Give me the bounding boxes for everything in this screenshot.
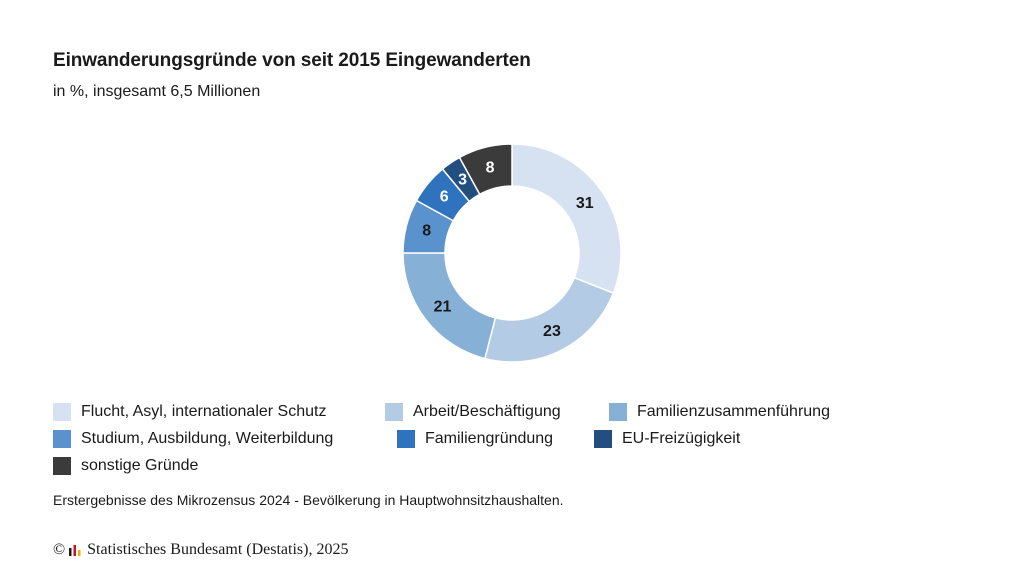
legend-label: Arbeit/Beschäftigung bbox=[413, 402, 561, 420]
donut-slice bbox=[511, 143, 622, 295]
legend-item: Flucht, Asyl, internationaler Schutz bbox=[53, 402, 385, 421]
footer: © Statistisches Bundesamt (Destatis), 20… bbox=[53, 541, 348, 559]
legend-label: sonstige Gründe bbox=[81, 456, 199, 474]
chart-title: Einwanderungsgründe von seit 2015 Eingew… bbox=[53, 50, 531, 71]
legend-item: Arbeit/Beschäftigung bbox=[385, 402, 609, 421]
legend-label: Studium, Ausbildung, Weiterbildung bbox=[81, 429, 334, 447]
slice-value-label: 3 bbox=[458, 172, 467, 189]
slice-value-label: 31 bbox=[576, 195, 594, 212]
source-credit: Statistisches Bundesamt (Destatis), 2025 bbox=[87, 541, 349, 558]
source-note: Erstergebnisse des Mikrozensus 2024 - Be… bbox=[53, 492, 564, 508]
legend: Flucht, Asyl, internationaler Schutz Arb… bbox=[53, 398, 913, 479]
legend-swatch bbox=[609, 402, 627, 421]
legend-label: EU-Freizügigkeit bbox=[622, 429, 741, 447]
legend-swatch bbox=[53, 429, 71, 448]
legend-item: Studium, Ausbildung, Weiterbildung bbox=[53, 429, 397, 448]
legend-item: Familiengründung bbox=[397, 429, 594, 448]
legend-item: sonstige Gründe bbox=[53, 456, 199, 475]
slice-value-label: 8 bbox=[422, 223, 431, 240]
destatis-logo-icon bbox=[69, 545, 81, 556]
legend-item: EU-Freizügigkeit bbox=[594, 429, 741, 448]
legend-swatch bbox=[385, 402, 403, 421]
copyright-symbol: © bbox=[53, 541, 66, 558]
chart-subtitle: in %, insgesamt 6,5 Millionen bbox=[53, 83, 261, 100]
legend-label: Familienzusammenführung bbox=[637, 402, 830, 420]
slice-value-label: 21 bbox=[434, 298, 452, 315]
donut-slice bbox=[483, 276, 615, 363]
slice-value-label: 8 bbox=[486, 159, 495, 176]
legend-swatch bbox=[53, 402, 71, 421]
donut-slice bbox=[458, 143, 513, 196]
legend-item: Familienzusammenführung bbox=[609, 402, 830, 421]
legend-swatch bbox=[53, 456, 71, 475]
legend-swatch bbox=[397, 429, 415, 448]
slice-value-label: 6 bbox=[440, 188, 449, 205]
legend-swatch bbox=[594, 429, 612, 448]
legend-label: Familiengründung bbox=[425, 429, 554, 447]
legend-label: Flucht, Asyl, internationaler Schutz bbox=[81, 402, 327, 420]
slice-value-label: 23 bbox=[543, 323, 561, 340]
